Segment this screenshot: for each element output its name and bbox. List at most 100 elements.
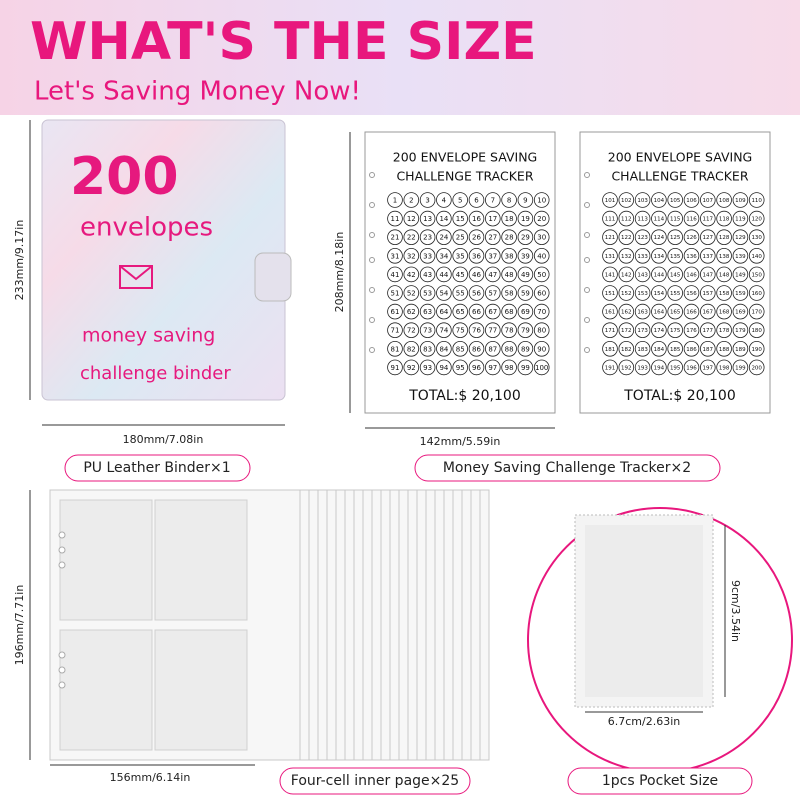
number: 95 xyxy=(456,364,465,372)
number: 190 xyxy=(751,347,762,353)
number: 34 xyxy=(439,252,448,260)
number: 187 xyxy=(703,347,714,353)
number: 15 xyxy=(456,215,465,223)
number-circle xyxy=(634,210,651,227)
number: 43 xyxy=(423,271,432,279)
punch-hole xyxy=(369,257,375,263)
number-circle xyxy=(452,192,469,208)
number: 87 xyxy=(488,345,497,353)
number-circle xyxy=(634,359,651,376)
number-circle xyxy=(667,303,683,320)
number: 131 xyxy=(605,254,616,260)
banner xyxy=(0,0,800,115)
number: 163 xyxy=(637,310,648,316)
number: 125 xyxy=(670,235,681,241)
number-circle xyxy=(452,322,469,339)
number: 46 xyxy=(472,271,481,279)
number: 47 xyxy=(488,271,497,279)
number: 59 xyxy=(521,290,530,298)
number: 68 xyxy=(505,308,514,316)
number-circle xyxy=(387,229,403,246)
number: 39 xyxy=(521,252,530,260)
number: 184 xyxy=(654,347,665,353)
number-circle xyxy=(533,359,550,376)
inner-height: 196mm/7.71in xyxy=(13,585,26,666)
number-circle xyxy=(468,285,485,301)
number: 30 xyxy=(537,234,546,242)
number: 69 xyxy=(521,308,530,316)
inner-label: Four-cell inner page×25 xyxy=(291,773,459,789)
number-circle xyxy=(634,266,651,283)
number: 83 xyxy=(423,345,432,353)
number-circle xyxy=(699,359,716,376)
number-circle xyxy=(403,303,420,320)
number: 70 xyxy=(537,308,546,316)
number: 26 xyxy=(472,234,481,242)
number-circle xyxy=(748,322,765,339)
number-circle xyxy=(419,285,436,301)
number-circle xyxy=(602,248,618,264)
number-circle xyxy=(419,340,436,357)
number-circle xyxy=(533,322,550,339)
tracker-heading: 200 ENVELOPE SAVING xyxy=(393,150,538,165)
number-circle xyxy=(387,192,403,208)
number: 167 xyxy=(703,310,714,316)
number: 144 xyxy=(654,272,665,278)
number: 112 xyxy=(621,217,632,223)
number-circle xyxy=(651,285,667,301)
number-circle xyxy=(651,322,667,339)
number: 150 xyxy=(751,272,762,278)
tracker-width: 142mm/5.59in xyxy=(420,435,501,448)
punch-hole xyxy=(369,202,375,208)
number: 23 xyxy=(423,234,432,242)
tracker-total: TOTAL:$ 20,100 xyxy=(623,388,735,404)
number: 158 xyxy=(719,291,730,297)
subtitle: Let's Saving Money Now! xyxy=(34,77,361,107)
number: 159 xyxy=(735,291,746,297)
number: 110 xyxy=(751,198,762,204)
number: 178 xyxy=(719,328,730,334)
number: 107 xyxy=(703,198,714,204)
number-circle xyxy=(651,248,667,264)
number-circle xyxy=(468,192,485,208)
number-circle xyxy=(667,229,683,246)
number: 31 xyxy=(391,252,400,260)
number-circle xyxy=(533,229,550,246)
number: 181 xyxy=(605,347,616,353)
number-circle xyxy=(651,210,667,227)
number: 164 xyxy=(654,310,665,316)
number: 105 xyxy=(670,198,681,204)
number-circle xyxy=(634,303,651,320)
number-circle xyxy=(667,266,683,283)
number: 198 xyxy=(719,365,730,371)
number-circle xyxy=(403,359,420,376)
number: 130 xyxy=(751,235,762,241)
number-circle xyxy=(533,210,550,227)
number: 175 xyxy=(670,328,681,334)
number: 104 xyxy=(654,198,665,204)
punch-hole xyxy=(584,202,590,208)
number: 81 xyxy=(391,345,400,353)
number-circle xyxy=(716,192,732,208)
number: 77 xyxy=(488,327,497,335)
number: 176 xyxy=(686,328,697,334)
number: 72 xyxy=(407,327,416,335)
number-circle xyxy=(602,210,618,227)
number-circle xyxy=(634,340,651,357)
number-circle xyxy=(468,210,485,227)
punch-hole xyxy=(58,561,66,569)
number: 57 xyxy=(488,290,497,298)
punch-hole xyxy=(58,681,66,689)
number: 33 xyxy=(423,252,432,260)
number-circle xyxy=(683,359,700,376)
tracker-heading: 200 ENVELOPE SAVING xyxy=(608,150,753,165)
number: 79 xyxy=(521,327,530,335)
number: 139 xyxy=(735,254,746,260)
number-circle xyxy=(517,322,534,339)
number: 124 xyxy=(654,235,665,241)
number-circle xyxy=(618,248,635,264)
number-circle xyxy=(683,266,700,283)
number: 101 xyxy=(605,198,616,204)
number: 27 xyxy=(488,234,497,242)
number: 153 xyxy=(637,291,648,297)
